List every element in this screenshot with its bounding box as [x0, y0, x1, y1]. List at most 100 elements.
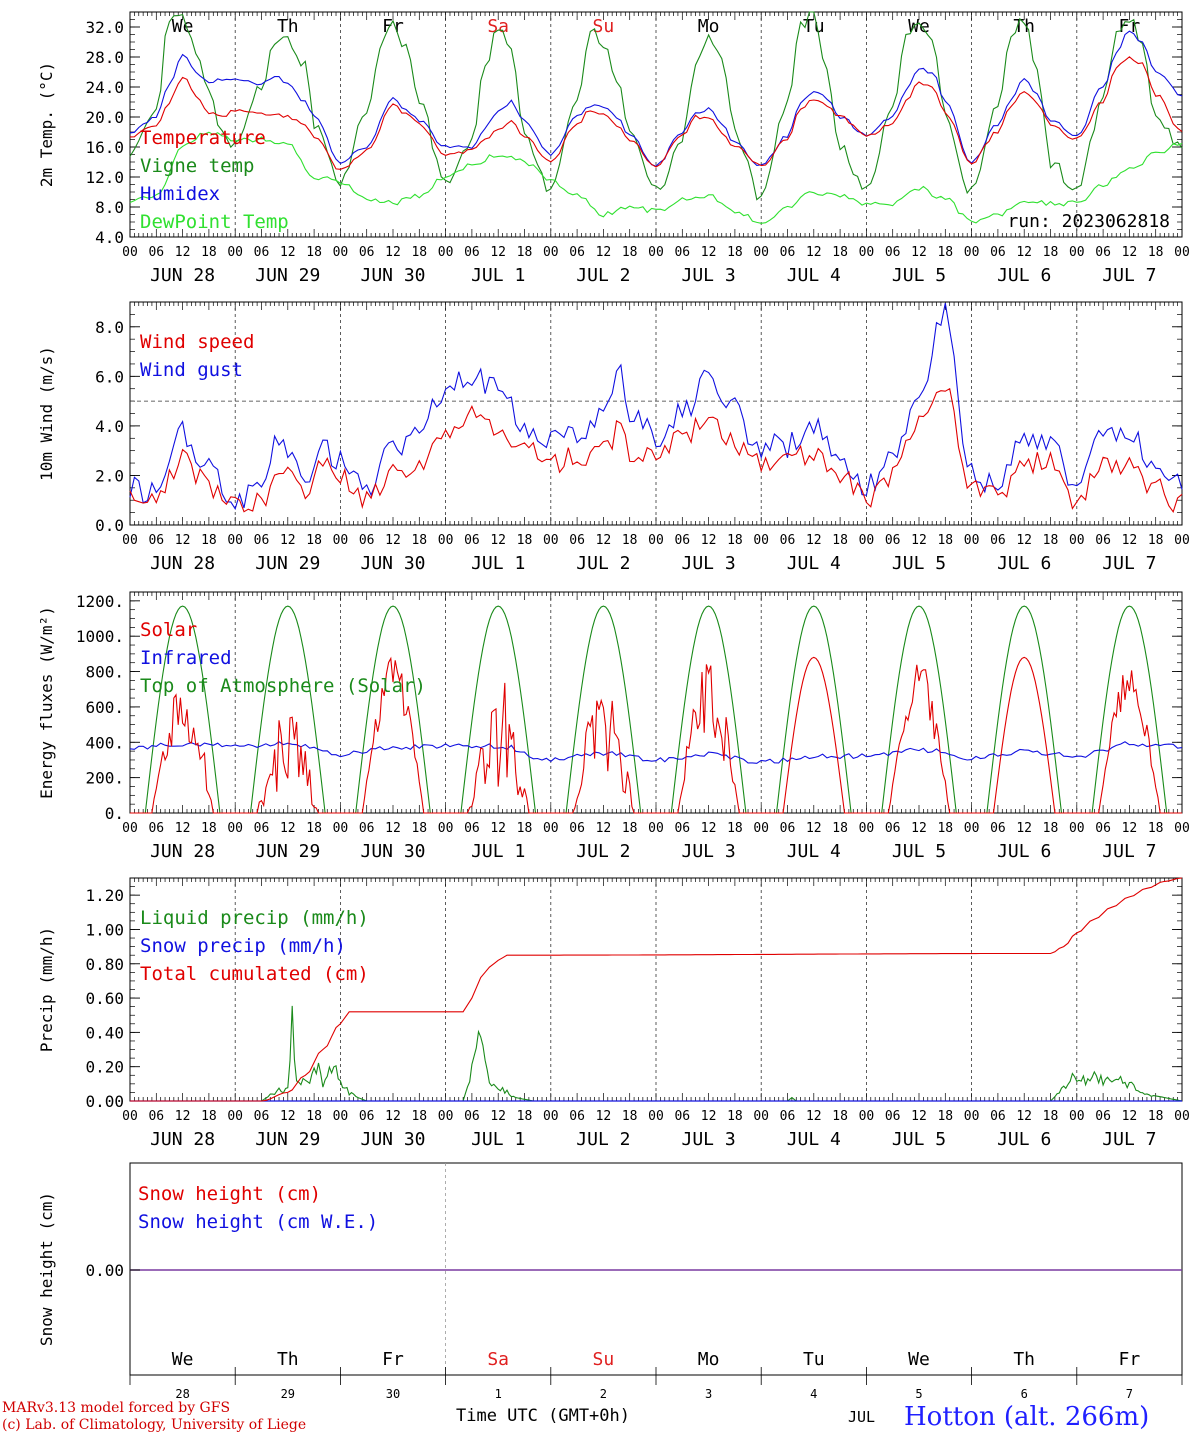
energy-hour-label: 06: [569, 821, 585, 836]
wind-date-label: JUL 3: [682, 553, 736, 574]
precip-hour-label: 00: [964, 1109, 980, 1124]
energy-ytick-label: 600.: [85, 698, 124, 717]
temp-hour-label: 18: [411, 245, 427, 260]
precip-hour-label: 06: [1095, 1109, 1111, 1124]
snow-weekday-label: Fr: [382, 1349, 404, 1370]
wind-hour-label: 00: [753, 533, 769, 548]
precip-hour-label: 12: [701, 1109, 717, 1124]
energy-ytick-label: 200.: [85, 769, 124, 788]
temp-hour-label: 06: [1095, 245, 1111, 260]
precip-hour-label: 00: [543, 1109, 559, 1124]
precip-date-label: JUN 28: [150, 1129, 215, 1150]
precip-date-label: JUL 5: [892, 1129, 946, 1150]
wind-hour-label: 18: [411, 533, 427, 548]
energy-ytick-label: 1200.: [76, 592, 124, 611]
precip-hour-label: 06: [148, 1109, 164, 1124]
temp-hour-label: 00: [122, 245, 138, 260]
energy-hour-label: 18: [201, 821, 217, 836]
temp-date-label: JUN 28: [150, 265, 215, 286]
precip-hour-label: 12: [280, 1109, 296, 1124]
energy-hour-label: 12: [175, 821, 191, 836]
precip-ytick-label: 0.40: [85, 1023, 124, 1042]
wind-hour-label: 18: [201, 533, 217, 548]
temp-hour-label: 12: [806, 245, 822, 260]
wind-ytick-label: 8.0: [95, 318, 124, 337]
temp-hour-label: 06: [885, 245, 901, 260]
precip-hour-label: 12: [596, 1109, 612, 1124]
wind-date-label: JUN 28: [150, 553, 215, 574]
precip-legend-entry: Liquid precip (mm/h): [140, 907, 369, 929]
temp-date-label: JUL 4: [787, 265, 841, 286]
temp-date-label: JUL 7: [1102, 265, 1156, 286]
wind-hour-label: 06: [464, 533, 480, 548]
precip-ylabel: Precip (mm/h): [37, 927, 56, 1052]
energy-hour-label: 06: [254, 821, 270, 836]
energy-hour-label: 00: [333, 821, 349, 836]
wind-legend-entry: Wind gust: [140, 359, 243, 381]
wind-hour-label: 18: [1148, 533, 1164, 548]
energy-ytick-label: 0.: [105, 804, 124, 823]
wind-hour-label: 06: [674, 533, 690, 548]
precip-ytick-label: 0.80: [85, 955, 124, 974]
energy-hour-label: 00: [227, 821, 243, 836]
wind-series-wind-speed: [129, 387, 1183, 514]
energy-hour-label: 18: [517, 821, 533, 836]
month-label: JUL: [848, 1408, 876, 1426]
precip-hour-label: 00: [753, 1109, 769, 1124]
snow-weekday-label: Th: [1013, 1349, 1035, 1370]
temp-hour-label: 00: [1174, 245, 1190, 260]
temp-weekday-label: Th: [277, 16, 299, 37]
snow-weekday-label: Th: [277, 1349, 299, 1370]
precip-hour-label: 18: [517, 1109, 533, 1124]
energy-hour-label: 18: [1043, 821, 1059, 836]
temp-hour-label: 12: [596, 245, 612, 260]
temp-series-temperature: [129, 56, 1183, 170]
energy-hour-label: 00: [438, 821, 454, 836]
time-axis-label: Time UTC (GMT+0h): [456, 1406, 630, 1426]
energy-hour-label: 12: [596, 821, 612, 836]
precip-ytick-label: 0.60: [85, 989, 124, 1008]
energy-hour-label: 06: [148, 821, 164, 836]
wind-date-label: JUL 4: [787, 553, 841, 574]
wind-hour-label: 06: [359, 533, 375, 548]
energy-legend-entry: Top of Atmosphere (Solar): [140, 675, 426, 697]
wind-hour-label: 12: [701, 533, 717, 548]
temp-hour-label: 00: [859, 245, 875, 260]
precip-hour-label: 18: [832, 1109, 848, 1124]
temp-ytick-label: 8.0: [95, 198, 124, 217]
temp-legend-entry: Temperature: [140, 127, 266, 149]
energy-hour-label: 12: [806, 821, 822, 836]
credit-line: (c) Lab. of Climatology, University of L…: [2, 1417, 307, 1433]
energy-hour-label: 00: [122, 821, 138, 836]
temp-date-label: JUL 5: [892, 265, 946, 286]
temp-date-label: JUL 1: [471, 265, 525, 286]
wind-hour-label: 00: [333, 533, 349, 548]
wind-ytick-label: 6.0: [95, 367, 124, 386]
temp-hour-label: 18: [201, 245, 217, 260]
precip-date-label: JUL 4: [787, 1129, 841, 1150]
temp-hour-label: 18: [937, 245, 953, 260]
energy-hour-label: 00: [1174, 821, 1190, 836]
temp-ytick-label: 4.0: [95, 228, 124, 247]
energy-date-label: JUL 3: [682, 841, 736, 862]
wind-hour-label: 12: [385, 533, 401, 548]
energy-hour-label: 18: [622, 821, 638, 836]
wind-date-label: JUN 29: [255, 553, 320, 574]
energy-hour-label: 06: [780, 821, 796, 836]
energy-date-label: JUL 2: [576, 841, 630, 862]
temp-hour-label: 00: [1069, 245, 1085, 260]
precip-hour-label: 06: [464, 1109, 480, 1124]
temp-weekday-label: Sa: [487, 16, 509, 37]
temp-hour-label: 12: [1122, 245, 1138, 260]
energy-hour-label: 12: [490, 821, 506, 836]
energy-hour-label: 18: [411, 821, 427, 836]
energy-hour-label: 00: [964, 821, 980, 836]
energy-series-solar: [130, 656, 1182, 814]
wind-hour-label: 00: [122, 533, 138, 548]
wind-hour-label: 00: [964, 533, 980, 548]
temp-hour-label: 00: [227, 245, 243, 260]
precip-hour-label: 12: [385, 1109, 401, 1124]
precip-hour-label: 18: [937, 1109, 953, 1124]
temp-hour-label: 06: [780, 245, 796, 260]
snow-day-number: 6: [1021, 1387, 1028, 1401]
